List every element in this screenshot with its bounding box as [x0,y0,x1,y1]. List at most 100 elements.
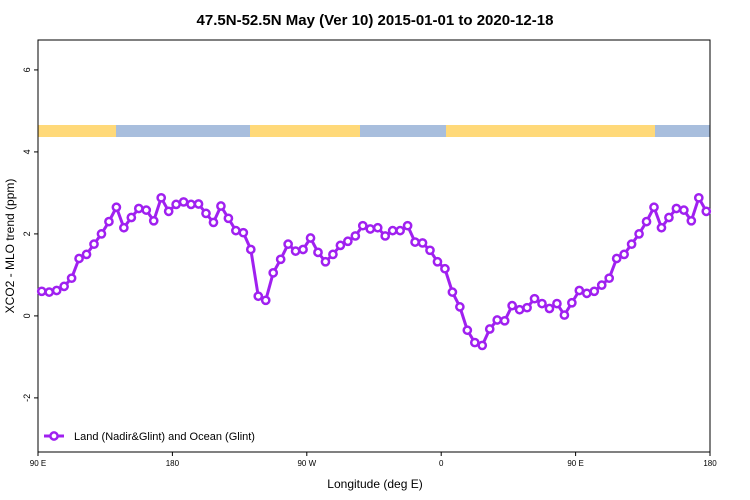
data-point [589,286,600,297]
data-point [701,206,712,217]
y-axis-label: XCO2 - MLO trend (ppm) [3,179,17,314]
data-point [111,202,122,213]
data-point [193,199,204,209]
data-point [693,192,704,203]
data-point [619,249,629,260]
data-point [686,215,697,226]
data-point [455,302,465,312]
data-point [186,199,196,210]
data-point [559,310,570,320]
data-point [462,325,473,336]
data-point [492,315,503,325]
data-point [201,208,211,219]
data-point [656,222,667,233]
data-point [365,224,376,234]
data-point [477,340,488,351]
data-point [417,238,428,248]
data-point [372,222,383,233]
data-point [96,229,107,239]
data-point [253,291,264,302]
chart-title: 47.5N-52.5N May (Ver 10) 2015-01-01 to 2… [197,12,554,29]
data-point [51,285,62,296]
data-point [320,256,331,267]
data-point [447,287,458,297]
data-point [275,254,286,265]
x-tick-label: 90 E [567,459,583,468]
data-point [231,225,241,236]
data-point [290,246,301,256]
data-point [245,244,256,255]
x-tick-label: 90 E [30,459,46,468]
data-point [283,239,293,250]
data-point [208,217,219,228]
data-point [178,197,189,207]
x-tick-label: 180 [703,459,717,468]
data-point [350,231,361,241]
data-point [335,240,346,251]
data-point [119,222,129,233]
data-point [499,315,510,326]
data-point [596,280,607,291]
data-point [544,303,555,314]
y-tick-label: 2 [22,231,32,236]
data-point [104,216,114,227]
data-point [567,297,577,308]
data-point [81,249,92,260]
data-point [537,298,547,309]
data-point [641,216,652,227]
data-point [484,324,495,334]
data-point [514,304,525,315]
data-point [395,225,405,236]
y-tick-label: 4 [22,149,32,154]
data-point [260,295,271,306]
data-point [522,302,532,313]
data-point [313,247,323,258]
x-axis-label: Longitude (deg E) [327,477,422,491]
data-point [469,337,480,348]
data-point [133,203,144,214]
data-point [148,215,159,226]
data-point [74,253,84,264]
data-point [380,231,391,241]
data-point [507,300,517,311]
data-point [216,201,226,211]
data-line [41,194,708,348]
data-point [574,285,585,296]
data-point [163,206,174,217]
data-point [141,205,152,215]
data-point [604,273,615,284]
data-point [36,286,47,297]
x-tick-label: 90 W [297,459,316,468]
data-point [66,273,77,284]
legend-label: Land (Nadir&Glint) and Ocean (Glint) [74,431,255,443]
data-point [664,212,674,223]
data-point [671,203,682,214]
y-tick-label: 0 [22,313,32,318]
data-point [268,268,279,278]
data-point [59,281,69,292]
data-point [44,287,55,297]
data-point [634,229,644,239]
data-point [238,227,249,238]
data-point [402,220,413,231]
data-point [223,213,234,224]
x-tick-label: 180 [166,459,180,468]
y-tick-label: -2 [22,394,32,402]
data-point [298,244,308,255]
data-point [552,298,562,309]
data-point [410,237,420,247]
x-tick-label: 0 [439,459,444,468]
data-point [126,212,137,223]
data-point [649,202,659,213]
legend-marker [49,431,59,441]
y-tick-label: 6 [22,67,32,72]
data-point [328,249,338,260]
plot-frame [37,39,711,453]
data-point [679,205,689,215]
data-point [626,239,637,250]
data-point [387,225,398,236]
data-point [357,220,368,231]
data-point [581,288,592,299]
data-point [89,239,99,250]
data-point [440,263,450,274]
